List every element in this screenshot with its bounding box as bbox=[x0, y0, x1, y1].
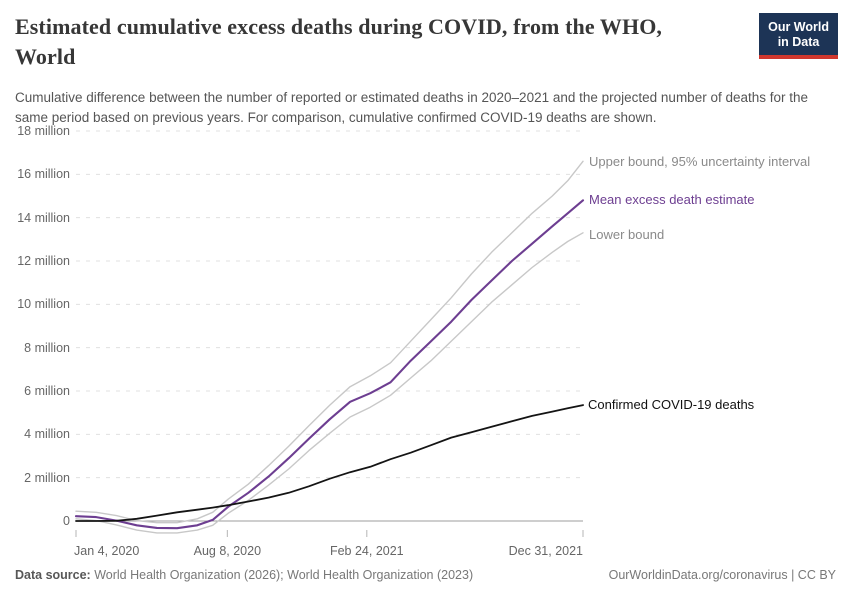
y-axis-label: 4 million bbox=[24, 427, 70, 442]
line-confirmed[interactable] bbox=[75, 404, 584, 522]
data-source-label: Data source: bbox=[15, 568, 91, 582]
y-axis-label: 16 million bbox=[17, 167, 70, 182]
y-axis-label: 12 million bbox=[17, 253, 70, 268]
page-title-line2: World bbox=[15, 44, 76, 69]
data-source-text: World Health Organization (2026); World … bbox=[90, 568, 474, 582]
x-axis-label: Jan 4, 2020 bbox=[74, 544, 140, 558]
credit-link[interactable]: OurWorldinData.org/coronavirus | CC BY bbox=[608, 568, 836, 582]
legend-lower-bound[interactable]: Lower bound bbox=[589, 227, 665, 242]
page-title: Estimated cumulative excess deaths durin… bbox=[15, 12, 715, 72]
legend-upper-bound[interactable]: Upper bound, 95% uncertainty interval bbox=[589, 154, 811, 169]
page-title-line1: Estimated cumulative excess deaths durin… bbox=[15, 14, 663, 39]
x-axis-label: Aug 8, 2020 bbox=[193, 544, 262, 558]
x-axis-label: Dec 31, 2021 bbox=[508, 544, 583, 558]
owid-logo: Our World in Data bbox=[759, 13, 838, 59]
y-axis-label: 14 million bbox=[17, 210, 70, 225]
y-axis-label: 0 bbox=[63, 514, 70, 528]
line-lower_bound[interactable] bbox=[75, 232, 584, 534]
chart-subtitle: Cumulative difference between the number… bbox=[15, 90, 809, 125]
x-axis-label: Feb 24, 2021 bbox=[329, 544, 404, 558]
y-axis-label: 10 million bbox=[17, 297, 70, 312]
owid-logo-line1: Our World bbox=[768, 20, 829, 34]
y-axis-label: 8 million bbox=[24, 340, 70, 355]
data-source-note: Data source: World Health Organization (… bbox=[15, 568, 473, 582]
y-axis-label: 2 million bbox=[24, 470, 70, 485]
legend-confirmed-deaths[interactable]: Confirmed COVID-19 deaths bbox=[588, 397, 755, 412]
owid-logo-line2: in Data bbox=[777, 35, 820, 49]
line-upper_bound[interactable] bbox=[75, 160, 584, 524]
legend-mean-excess[interactable]: Mean excess death estimate bbox=[589, 192, 755, 207]
y-axis-label: 18 million bbox=[17, 123, 70, 138]
line-mean_excess[interactable] bbox=[74, 199, 585, 530]
y-axis-label: 6 million bbox=[24, 383, 70, 398]
